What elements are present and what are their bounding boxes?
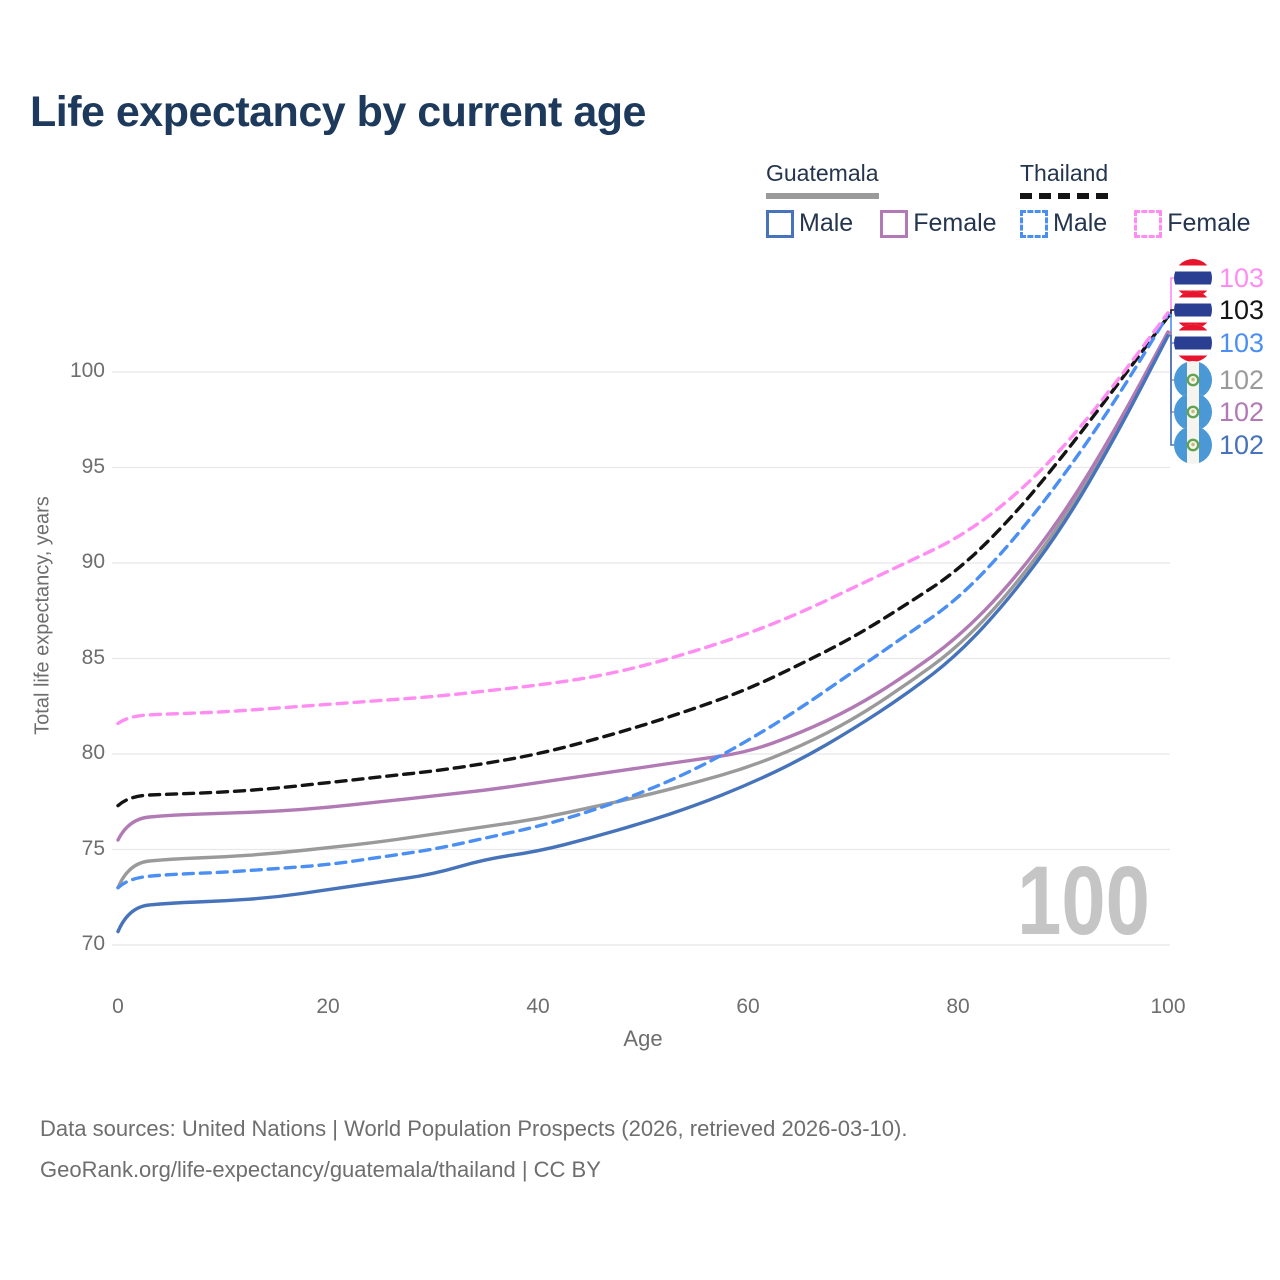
solid-purple-swatch-icon: [880, 209, 909, 238]
legend-group-thailand: Thailand Male Female: [1020, 160, 1251, 238]
page-title: Life expectancy by current age: [30, 88, 646, 136]
legend-item-guatemala-male[interactable]: Male: [766, 209, 853, 238]
legend-item-label: Male: [799, 209, 854, 237]
x-tick-label-60: 60: [736, 995, 760, 1018]
end-label-value: 102: [1219, 364, 1265, 395]
legend-item-label: Female: [1167, 209, 1251, 237]
x-axis-title: Age: [623, 1026, 663, 1051]
end-label-connector: [1168, 277, 1176, 314]
solid-blue-swatch-icon: [766, 209, 794, 238]
legend-item-thailand-male[interactable]: Male: [1020, 209, 1107, 238]
y-tick-label-90: 90: [81, 550, 105, 573]
end-label-connector: [1168, 313, 1176, 344]
y-axis-title: Total life expectancy, years: [31, 496, 54, 735]
end-label-value: 102: [1219, 429, 1265, 460]
end-label-guatemala-both-sexes: 102: [1174, 361, 1264, 399]
end-label-value: 103: [1219, 294, 1265, 325]
x-tick-label-20: 20: [316, 995, 340, 1018]
y-tick-label-70: 70: [81, 932, 105, 955]
footer-data-sources: Data sources: United Nations | World Pop…: [40, 1116, 908, 1141]
x-tick-label-100: 100: [1150, 995, 1186, 1018]
legend-items-thailand: Male Female: [1020, 209, 1251, 238]
line-thailand-both-sexes[interactable]: [116, 314, 1170, 808]
legend-item-label: Male: [1053, 209, 1108, 237]
legend-group-guatemala: Guatemala Male Female: [766, 160, 997, 238]
line-thailand-male[interactable]: [116, 313, 1170, 890]
dashed-pink-swatch-icon: [1134, 209, 1163, 238]
legend-country-guatemala[interactable]: Guatemala: [766, 160, 879, 199]
y-tick-label-95: 95: [81, 454, 105, 478]
legend-items-guatemala: Male Female: [766, 209, 997, 238]
end-label-value: 103: [1219, 262, 1265, 293]
end-label-thailand-female: 103: [1174, 259, 1264, 297]
x-tick-label-0: 0: [112, 995, 124, 1018]
dashed-blue-swatch-icon: [1020, 209, 1048, 238]
thailand-flag-icon: [1174, 324, 1212, 362]
end-label-guatemala-male: 102: [1174, 426, 1264, 464]
footer-attribution: GeoRank.org/life-expectancy/guatemala/th…: [40, 1157, 601, 1182]
end-label-connector: [1168, 309, 1176, 318]
legend-item-guatemala-female[interactable]: Female: [880, 209, 997, 238]
x-tick-label-40: 40: [526, 995, 550, 1018]
guatemala-flag-icon: [1174, 393, 1212, 431]
end-label-connector: [1168, 334, 1176, 446]
end-label-guatemala-female: 102: [1174, 393, 1264, 431]
guatemala-flag-icon: [1174, 361, 1212, 399]
end-label-thailand-male: 103: [1174, 324, 1264, 362]
end-label-value: 102: [1219, 396, 1265, 427]
line-thailand-female[interactable]: [116, 311, 1170, 726]
current-age-watermark: 100: [1017, 846, 1150, 955]
y-tick-label-100: 100: [69, 359, 105, 382]
guatemala-flag-icon: [1174, 426, 1212, 464]
legend-item-label: Female: [913, 209, 997, 237]
end-label-value: 103: [1219, 327, 1265, 358]
legend-country-thailand[interactable]: Thailand: [1020, 160, 1109, 199]
legend-item-thailand-female[interactable]: Female: [1134, 209, 1251, 238]
footer: Data sources: United Nations | World Pop…: [40, 1108, 907, 1190]
x-tick-label-80: 80: [946, 995, 970, 1018]
y-tick-label-75: 75: [81, 836, 105, 860]
y-tick-label-85: 85: [81, 645, 105, 669]
line-guatemala-female[interactable]: [116, 330, 1170, 842]
line-guatemala-both-sexes[interactable]: [116, 332, 1170, 890]
y-tick-label-80: 80: [81, 741, 105, 764]
line-guatemala-male[interactable]: [116, 334, 1170, 934]
